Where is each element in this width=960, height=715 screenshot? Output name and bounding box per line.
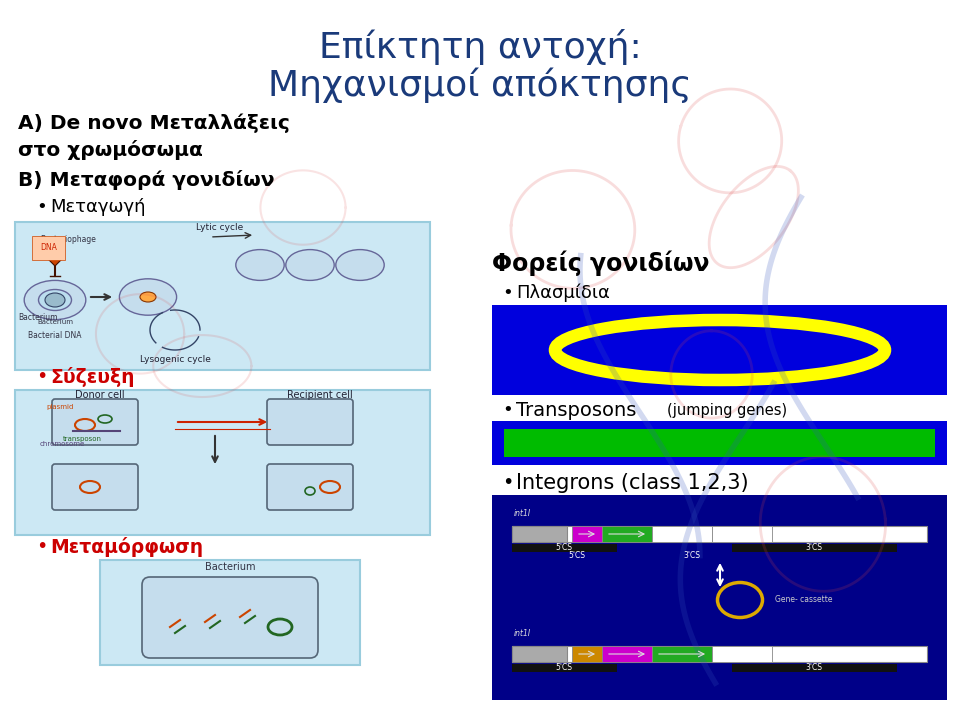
Text: Gene- cassette: Gene- cassette	[775, 596, 832, 604]
Text: plasmid: plasmid	[46, 404, 74, 410]
Text: 5'CS: 5'CS	[568, 551, 586, 560]
FancyBboxPatch shape	[652, 526, 712, 542]
FancyBboxPatch shape	[52, 399, 138, 445]
Text: 3'CS: 3'CS	[805, 664, 823, 673]
FancyBboxPatch shape	[602, 646, 652, 662]
Text: Επίκτητη αντοχή:: Επίκτητη αντοχή:	[319, 29, 641, 65]
Text: Bacterial DNA: Bacterial DNA	[28, 330, 82, 340]
Ellipse shape	[38, 290, 71, 310]
Text: Bacterium: Bacterium	[37, 319, 73, 325]
Text: Bacteriophage: Bacteriophage	[40, 235, 96, 245]
Text: 5'CS: 5'CS	[556, 543, 572, 553]
Ellipse shape	[24, 280, 85, 320]
Text: 5'CS: 5'CS	[556, 664, 572, 673]
FancyBboxPatch shape	[572, 526, 602, 542]
FancyBboxPatch shape	[712, 526, 772, 542]
Text: Bacterium: Bacterium	[18, 313, 58, 322]
Ellipse shape	[336, 250, 384, 280]
Text: 3'CS: 3'CS	[684, 551, 701, 560]
FancyBboxPatch shape	[512, 646, 567, 662]
FancyBboxPatch shape	[492, 421, 947, 465]
Text: Integrons (class 1,2,3): Integrons (class 1,2,3)	[516, 473, 749, 493]
Text: int1I: int1I	[514, 510, 531, 518]
FancyBboxPatch shape	[602, 526, 652, 542]
Polygon shape	[47, 250, 63, 266]
FancyBboxPatch shape	[512, 526, 927, 542]
Text: Donor cell: Donor cell	[75, 390, 125, 400]
Text: DNA: DNA	[40, 244, 57, 252]
Text: Φορείς γονιδίων: Φορείς γονιδίων	[492, 250, 709, 276]
FancyBboxPatch shape	[142, 577, 318, 658]
FancyBboxPatch shape	[15, 222, 430, 370]
Text: A) De novo Μεταλλάξεις: A) De novo Μεταλλάξεις	[18, 113, 290, 133]
Text: •: •	[502, 401, 513, 419]
FancyBboxPatch shape	[572, 646, 602, 662]
Text: int1I: int1I	[514, 629, 531, 638]
Text: B) Μεταφορά γονιδίων: B) Μεταφορά γονιδίων	[18, 170, 275, 190]
FancyBboxPatch shape	[504, 429, 935, 457]
FancyBboxPatch shape	[512, 664, 617, 672]
Text: Σύζευξη: Σύζευξη	[50, 367, 134, 387]
Text: •: •	[502, 284, 513, 302]
Text: 3'CS: 3'CS	[805, 543, 823, 553]
Text: στο χρωμόσωμα: στο χρωμόσωμα	[18, 140, 203, 160]
Text: Lytic cycle: Lytic cycle	[197, 222, 244, 232]
Ellipse shape	[555, 320, 885, 380]
FancyBboxPatch shape	[15, 390, 430, 535]
FancyBboxPatch shape	[512, 646, 927, 662]
Ellipse shape	[236, 250, 284, 280]
Text: chromosome: chromosome	[39, 441, 84, 447]
FancyBboxPatch shape	[267, 464, 353, 510]
FancyBboxPatch shape	[732, 664, 897, 672]
Text: •: •	[36, 198, 47, 216]
Ellipse shape	[286, 250, 334, 280]
Text: Μηχανισμοί απόκτησης: Μηχανισμοί απόκτησης	[268, 67, 692, 103]
FancyBboxPatch shape	[732, 544, 897, 552]
Text: Πλασμίδια: Πλασμίδια	[516, 284, 610, 302]
Ellipse shape	[140, 292, 156, 302]
Text: Bacterium: Bacterium	[204, 562, 255, 572]
Text: Recipient cell: Recipient cell	[287, 390, 353, 400]
Ellipse shape	[45, 293, 65, 307]
FancyBboxPatch shape	[512, 544, 617, 552]
Ellipse shape	[119, 279, 177, 315]
Text: (jumping genes): (jumping genes)	[667, 403, 787, 418]
FancyBboxPatch shape	[512, 526, 567, 542]
Text: Transposons: Transposons	[516, 400, 636, 420]
FancyBboxPatch shape	[100, 560, 360, 665]
FancyBboxPatch shape	[712, 646, 772, 662]
FancyBboxPatch shape	[492, 495, 947, 700]
Text: •: •	[502, 473, 514, 493]
Text: •: •	[36, 538, 47, 556]
FancyBboxPatch shape	[492, 305, 947, 395]
FancyBboxPatch shape	[267, 399, 353, 445]
FancyBboxPatch shape	[52, 464, 138, 510]
Text: Μεταγωγή: Μεταγωγή	[50, 198, 146, 216]
Text: transposon: transposon	[62, 436, 102, 442]
Text: •: •	[36, 368, 47, 387]
FancyBboxPatch shape	[652, 646, 712, 662]
Text: Lysogenic cycle: Lysogenic cycle	[139, 355, 210, 365]
Text: Μεταμόρφωση: Μεταμόρφωση	[50, 537, 204, 557]
